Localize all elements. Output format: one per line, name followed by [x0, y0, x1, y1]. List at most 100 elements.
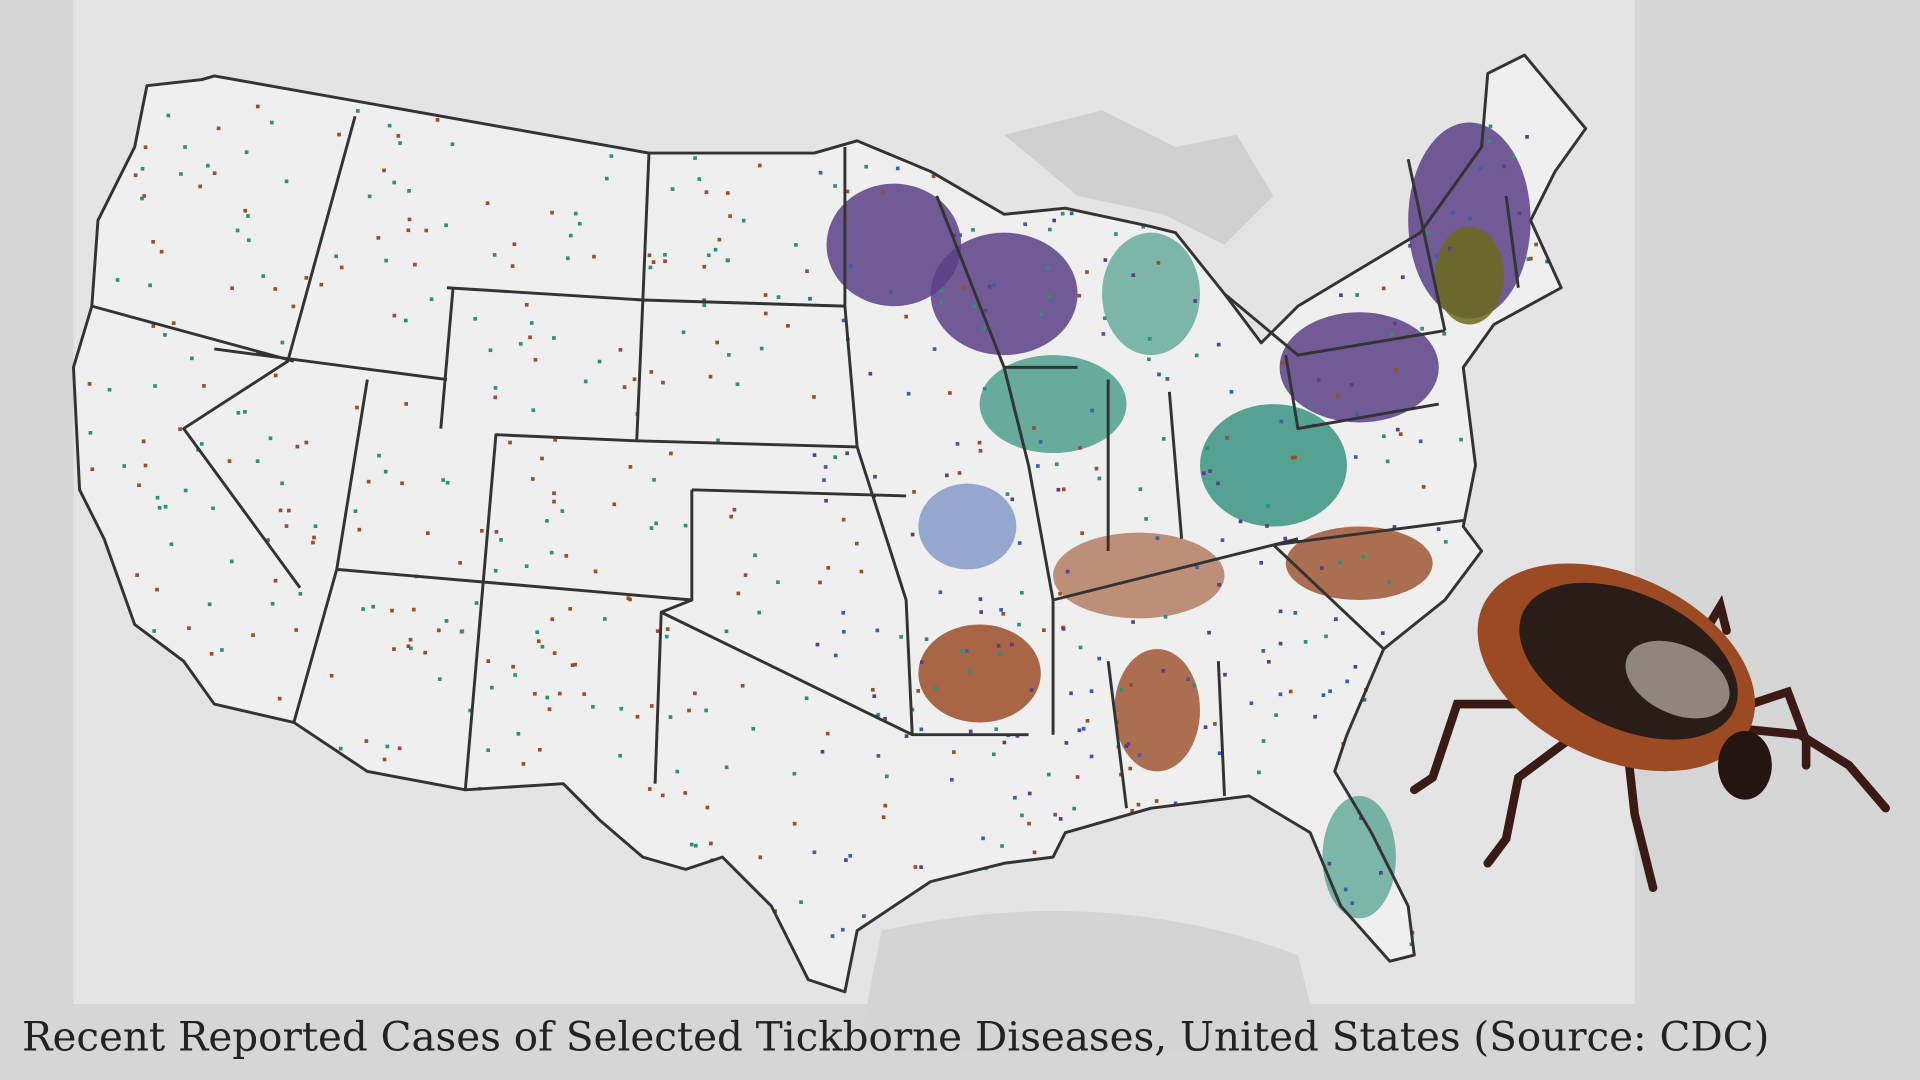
case-dot: [406, 644, 411, 649]
case-dot: [490, 685, 494, 690]
case-dot: [715, 340, 719, 345]
case-dot: [437, 677, 442, 681]
case-dot: [148, 283, 152, 288]
case-dot: [1027, 791, 1032, 796]
case-dot: [1090, 408, 1094, 413]
case-dot: [612, 502, 617, 507]
case-dot: [609, 154, 614, 158]
case-dot: [199, 442, 204, 446]
case-dot: [1249, 701, 1254, 706]
case-dot: [1060, 211, 1065, 216]
case-dot: [1054, 462, 1059, 467]
case-dot: [1195, 565, 1199, 570]
case-dot: [392, 313, 397, 318]
case-dot: [1157, 372, 1161, 377]
case-dot: [660, 793, 665, 798]
case-dot: [727, 353, 731, 357]
case-dot: [958, 233, 963, 238]
case-dot: [278, 508, 283, 513]
case-dot: [508, 440, 512, 445]
region-blue: [918, 483, 1017, 570]
case-dot: [1072, 806, 1076, 811]
case-dot: [991, 752, 996, 757]
case-dot: [1380, 631, 1385, 635]
case-dot: [841, 611, 846, 615]
case-dot: [736, 591, 741, 596]
case-dot: [1010, 642, 1014, 647]
case-dot: [424, 228, 429, 233]
case-dot: [1274, 713, 1278, 717]
case-dot: [163, 333, 167, 337]
case-dot: [1017, 541, 1022, 545]
case-dot: [704, 708, 708, 713]
case-dot: [557, 691, 562, 696]
case-dot: [552, 499, 556, 504]
case-dot: [1061, 627, 1066, 631]
case-dot: [815, 642, 820, 647]
case-dot: [1213, 722, 1217, 726]
case-dot: [450, 142, 455, 147]
case-dot: [1058, 591, 1062, 596]
case-dot: [486, 748, 491, 753]
case-dot: [155, 587, 159, 592]
case-dot: [1029, 688, 1034, 692]
case-dot: [140, 166, 145, 171]
case-dot: [1343, 887, 1348, 892]
case-dot: [255, 459, 260, 464]
case-dot: [304, 276, 309, 280]
case-dot: [540, 644, 545, 649]
case-dot: [1525, 135, 1529, 139]
case-dot: [1053, 812, 1058, 817]
case-dot: [243, 410, 247, 414]
case-dot: [983, 308, 988, 313]
case-dot: [912, 490, 916, 494]
case-dot: [876, 754, 881, 758]
case-dot: [940, 288, 945, 293]
case-dot: [1387, 580, 1391, 584]
case-dot: [873, 474, 877, 479]
case-dot: [550, 617, 555, 622]
case-dot: [949, 777, 954, 782]
case-dot: [1217, 582, 1222, 587]
case-dot: [999, 608, 1003, 612]
case-dot: [702, 303, 707, 308]
case-dot: [602, 617, 607, 621]
case-dot: [1421, 485, 1426, 489]
case-dot: [1225, 436, 1229, 440]
case-dot: [1114, 232, 1118, 236]
case-dot: [977, 440, 982, 445]
case-dot: [1128, 766, 1133, 771]
case-dot: [619, 706, 624, 711]
case-dot: [1353, 455, 1358, 459]
case-dot: [444, 619, 449, 623]
case-dot: [725, 258, 730, 263]
case-dot: [669, 451, 673, 456]
case-dot: [243, 208, 248, 213]
case-dot: [235, 228, 240, 233]
case-dot: [668, 715, 673, 719]
case-dot: [1308, 404, 1313, 408]
case-dot: [392, 180, 397, 185]
case-dot: [1281, 361, 1285, 366]
case-dot: [664, 634, 669, 639]
case-dot: [934, 686, 938, 690]
region-teal: [1200, 404, 1347, 527]
tick-illustration: [1410, 563, 1890, 893]
case-dot: [408, 646, 413, 651]
case-dot: [979, 610, 984, 614]
case-dot: [1103, 258, 1108, 262]
case-dot: [1052, 218, 1056, 223]
case-dot: [919, 727, 924, 732]
case-dot: [1061, 487, 1066, 492]
case-dot: [560, 509, 565, 513]
case-dot: [632, 377, 637, 382]
case-dot: [367, 194, 372, 199]
case-dot: [1017, 622, 1021, 627]
case-dot: [528, 335, 532, 340]
us-border: [72, 53, 1588, 994]
case-dot: [1069, 691, 1073, 696]
case-dot: [565, 256, 570, 261]
case-dot: [812, 395, 816, 399]
region-purple: [826, 183, 962, 307]
